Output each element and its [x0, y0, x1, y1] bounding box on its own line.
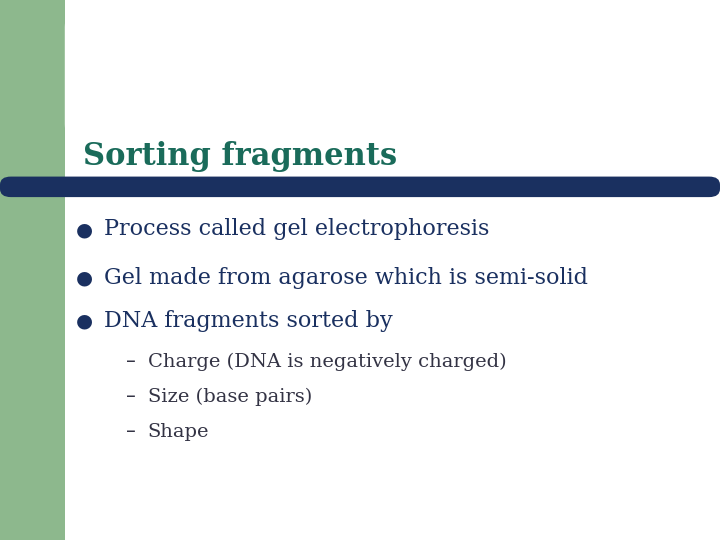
Text: –: –: [126, 352, 136, 372]
Text: –: –: [126, 422, 136, 442]
Text: Process called gel electrophoresis: Process called gel electrophoresis: [104, 219, 490, 240]
Text: Gel made from agarose which is semi-solid: Gel made from agarose which is semi-soli…: [104, 267, 588, 289]
Text: Sorting fragments: Sorting fragments: [83, 141, 397, 172]
Text: ●: ●: [76, 268, 93, 288]
Text: Size (base pairs): Size (base pairs): [148, 388, 312, 406]
Text: DNA fragments sorted by: DNA fragments sorted by: [104, 310, 393, 332]
Text: –: –: [126, 387, 136, 407]
Text: ●: ●: [76, 312, 93, 331]
Text: Shape: Shape: [148, 423, 209, 441]
Text: ●: ●: [76, 220, 93, 239]
Text: Charge (DNA is negatively charged): Charge (DNA is negatively charged): [148, 353, 506, 371]
